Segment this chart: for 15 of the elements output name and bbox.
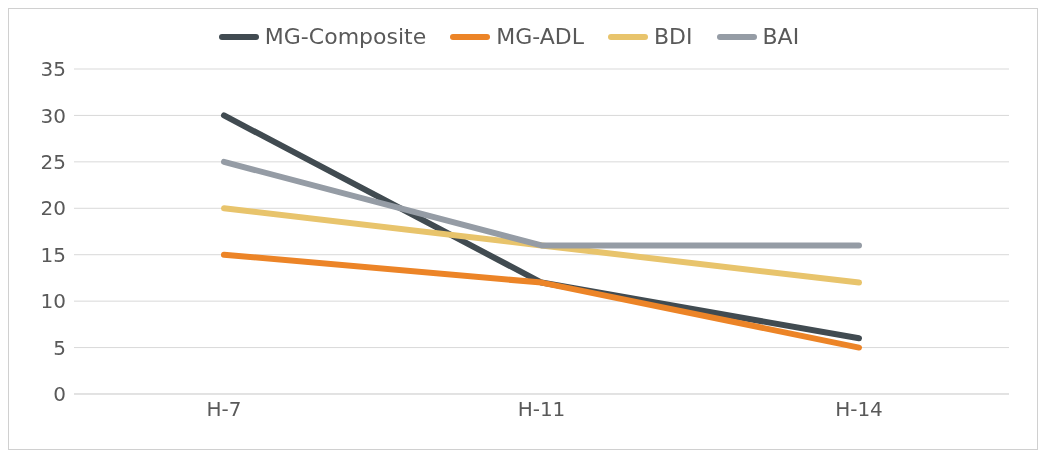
y-tick-label: 5	[53, 335, 66, 360]
y-tick-label: 15	[40, 242, 66, 267]
x-tick-label: H-14	[835, 397, 883, 422]
legend-label: MG-ADL	[496, 24, 584, 49]
legend-label: BDI	[653, 24, 693, 49]
y-tick-label: 10	[40, 289, 66, 314]
x-tick-label: H-11	[517, 397, 566, 422]
legend-label: MG-Composite	[264, 24, 427, 49]
y-tick-label: 30	[40, 103, 66, 128]
x-tick-label: H-7	[206, 397, 242, 422]
y-tick-label: 20	[40, 196, 66, 221]
y-tick-label: 0	[53, 382, 66, 407]
legend-label: BAI	[762, 24, 800, 49]
y-tick-label: 25	[40, 149, 66, 174]
y-tick-label: 35	[40, 57, 66, 82]
